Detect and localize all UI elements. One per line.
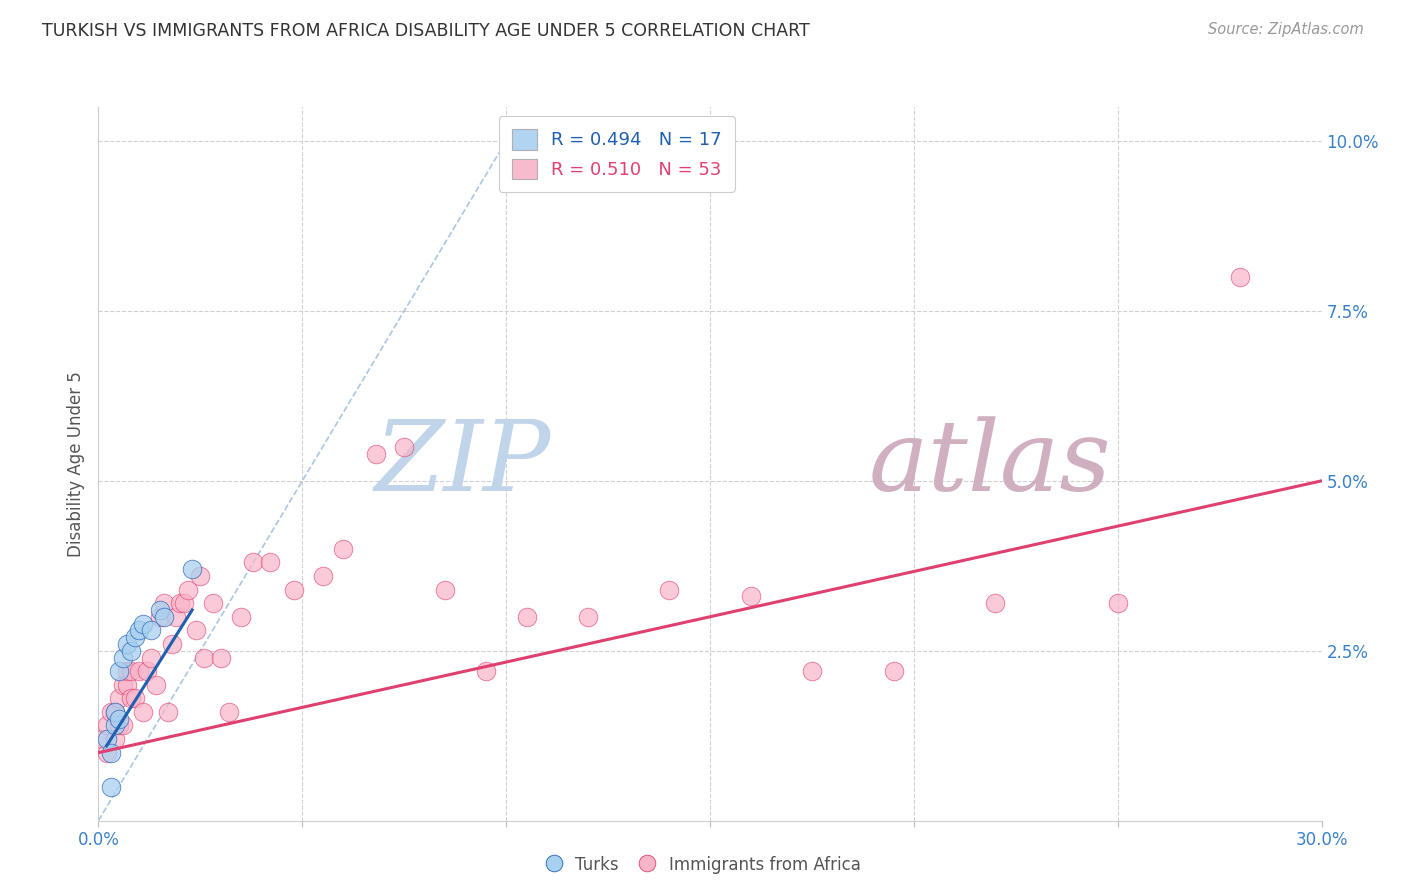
Point: [165, 609, 187, 624]
Point: [152, 609, 174, 624]
Point: [96, 746, 118, 760]
Point: [120, 644, 142, 658]
Point: [100, 746, 122, 760]
Point: [115, 678, 138, 692]
Point: [124, 691, 146, 706]
Point: [149, 603, 172, 617]
Text: Source: ZipAtlas.com: Source: ZipAtlas.com: [1208, 22, 1364, 37]
Point: [1107, 596, 1129, 610]
Point: [145, 678, 167, 692]
Point: [188, 569, 212, 583]
Point: [149, 609, 172, 624]
Point: [312, 569, 335, 583]
Legend: Turks, Immigrants from Africa: Turks, Immigrants from Africa: [537, 847, 869, 882]
Point: [801, 664, 824, 678]
Point: [231, 609, 253, 624]
Point: [177, 582, 200, 597]
Point: [283, 582, 305, 597]
Point: [100, 780, 122, 794]
Point: [108, 712, 131, 726]
Point: [156, 705, 179, 719]
Point: [91, 732, 114, 747]
Point: [115, 637, 138, 651]
Point: [883, 664, 905, 678]
Point: [104, 705, 127, 719]
Point: [364, 447, 387, 461]
Point: [332, 541, 354, 556]
Point: [181, 562, 204, 576]
Point: [160, 637, 183, 651]
Point: [218, 705, 240, 719]
Point: [104, 705, 127, 719]
Point: [96, 718, 118, 732]
Point: [173, 596, 195, 610]
Point: [259, 555, 281, 569]
Y-axis label: Disability Age Under 5: Disability Age Under 5: [66, 371, 84, 557]
Point: [186, 624, 208, 638]
Point: [124, 630, 146, 644]
Legend: R = 0.494   N = 17, R = 0.510   N = 53: R = 0.494 N = 17, R = 0.510 N = 53: [499, 116, 734, 192]
Point: [474, 664, 498, 678]
Point: [108, 718, 131, 732]
Point: [1229, 269, 1251, 284]
Point: [242, 555, 264, 569]
Point: [100, 705, 122, 719]
Point: [111, 718, 134, 732]
Point: [108, 691, 131, 706]
Point: [136, 664, 159, 678]
Point: [984, 596, 1007, 610]
Point: [576, 609, 599, 624]
Point: [132, 705, 155, 719]
Point: [104, 732, 127, 747]
Point: [141, 624, 163, 638]
Point: [516, 609, 538, 624]
Point: [152, 596, 174, 610]
Text: ZIP: ZIP: [375, 417, 551, 511]
Point: [740, 590, 762, 604]
Point: [120, 664, 142, 678]
Point: [120, 691, 142, 706]
Point: [111, 650, 134, 665]
Point: [128, 664, 150, 678]
Text: atlas: atlas: [869, 417, 1112, 511]
Point: [434, 582, 457, 597]
Point: [115, 664, 138, 678]
Point: [658, 582, 681, 597]
Point: [169, 596, 191, 610]
Point: [128, 624, 150, 638]
Point: [193, 650, 215, 665]
Point: [392, 440, 416, 454]
Point: [96, 732, 118, 747]
Point: [108, 664, 131, 678]
Point: [104, 718, 127, 732]
Point: [111, 678, 134, 692]
Point: [132, 616, 155, 631]
Text: TURKISH VS IMMIGRANTS FROM AFRICA DISABILITY AGE UNDER 5 CORRELATION CHART: TURKISH VS IMMIGRANTS FROM AFRICA DISABI…: [42, 22, 810, 40]
Point: [141, 650, 163, 665]
Point: [209, 650, 232, 665]
Point: [201, 596, 224, 610]
